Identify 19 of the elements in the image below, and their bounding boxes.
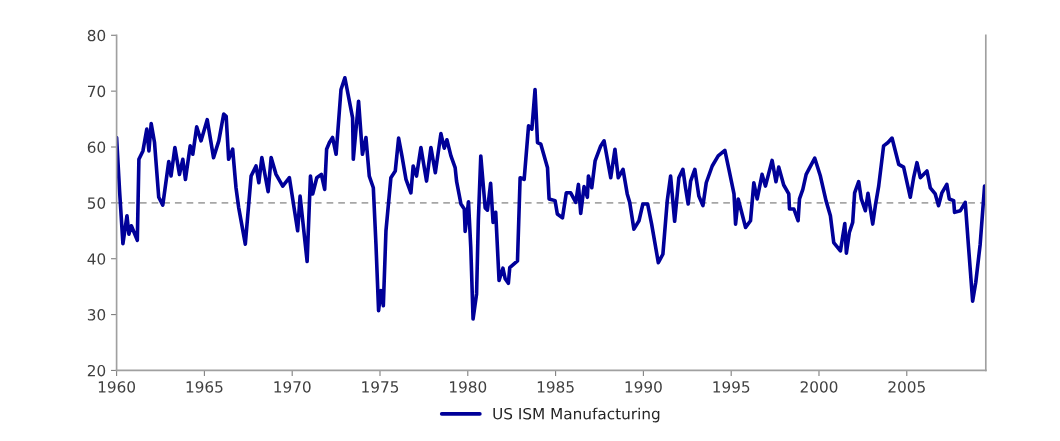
x-tick-label: 1995	[713, 381, 750, 393]
x-tick-label: 2005	[888, 381, 925, 393]
y-tick-label: 70	[88, 85, 106, 98]
y-tick-label: 50	[87, 197, 106, 209]
y-tick-label: 80	[87, 29, 106, 42]
y-tick-label: 60	[87, 141, 106, 154]
x-tick-label: 2000	[800, 381, 838, 393]
x-tick-label: 1985	[537, 381, 574, 393]
line-series	[116, 75, 986, 321]
x-tick-label: 1975	[362, 381, 399, 393]
y-tick-label: 30	[87, 309, 106, 321]
x-tick-label: 1990	[625, 381, 662, 393]
x-tick-label: 1970	[274, 381, 311, 393]
y-tick-label: 20	[87, 364, 106, 377]
x-tick-label: 1965	[186, 381, 223, 393]
x-tick-label: 1980	[450, 381, 487, 393]
x-tick-label: 1960	[98, 381, 136, 393]
legend-label: US ISM Manufacturing	[493, 407, 660, 423]
y-tick-label: 40	[87, 253, 106, 265]
